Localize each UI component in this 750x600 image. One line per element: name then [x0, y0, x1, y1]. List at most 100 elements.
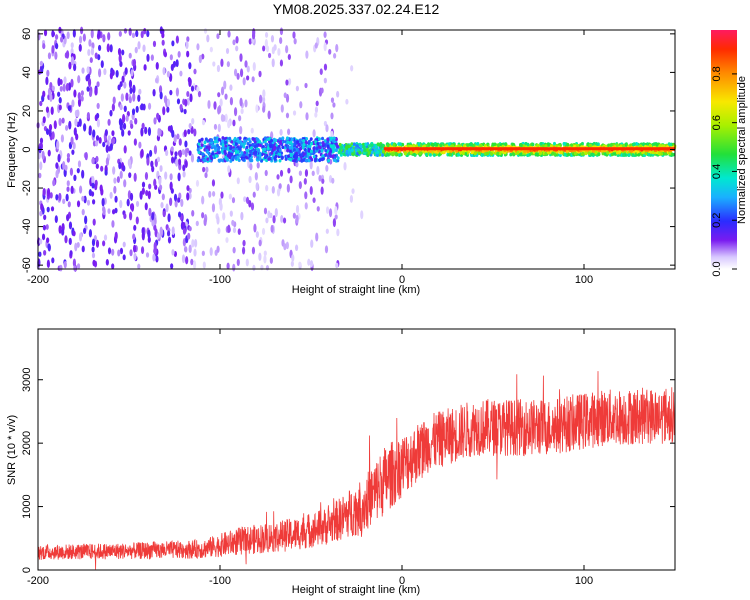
spectrogram-cell — [190, 259, 193, 265]
spectrogram-cell — [318, 158, 321, 162]
spectrogram-cell — [274, 44, 277, 51]
spectrogram-cell — [326, 137, 329, 141]
spectrogram-cell — [304, 191, 307, 199]
spectrogram-cell — [336, 229, 339, 237]
spectrogram-cell — [111, 130, 114, 136]
spectrogram-cell — [345, 145, 348, 149]
spectrogram-cell — [273, 156, 276, 160]
spectrogram-cell — [106, 145, 109, 153]
spectrogram-cell — [92, 260, 95, 266]
spectrogram-cell — [386, 153, 389, 157]
spectrogram-cell — [102, 34, 105, 42]
spectrogram-cell — [87, 200, 90, 206]
spectrogram-cell — [51, 106, 54, 114]
spectrogram-cell — [52, 131, 55, 139]
spectrogram-cell — [296, 215, 299, 224]
spectrogram-cell — [279, 142, 282, 146]
spectrogram-cell — [591, 152, 594, 156]
spectrogram-cell — [251, 143, 254, 147]
spectrogram-cell — [156, 113, 159, 120]
spectrogram-cell — [265, 218, 268, 224]
spectrogram-cell — [67, 180, 70, 186]
spectrogram-cell — [321, 158, 324, 162]
spectrogram-cell — [187, 129, 190, 134]
spectrogram-cell — [253, 224, 256, 233]
spectrogram-cell — [92, 246, 95, 252]
snr-x-label: Height of straight line (km) — [292, 584, 420, 596]
spectrogram-cell — [153, 117, 156, 124]
spectrogram-cell — [89, 90, 92, 97]
spectrogram-cell — [178, 51, 181, 58]
spectrogram-cell — [73, 90, 76, 98]
spectrogram-cell — [43, 225, 46, 231]
spectrogram-cell — [178, 159, 181, 166]
spectrogram-cell — [286, 149, 289, 153]
spectrogram-cell — [479, 144, 482, 148]
spectrogram-cell — [150, 161, 153, 168]
spectrogram-cell — [399, 142, 402, 146]
spectrogram-cell — [204, 28, 207, 34]
spectrogram-cell — [259, 157, 262, 161]
spectrogram-cell — [333, 218, 336, 227]
snr-x-tick-label: 100 — [575, 575, 593, 587]
spectrogram-cell — [320, 68, 323, 75]
spectrogram-cell — [208, 191, 211, 198]
spectrogram-cell — [242, 145, 245, 149]
spectrogram-cell — [136, 217, 139, 225]
spectrogram-cell — [326, 229, 329, 234]
spectrogram-cell — [251, 128, 254, 134]
spectrogram-cell — [134, 173, 137, 182]
spectrogram-cell — [193, 260, 196, 269]
spectrogram-cell — [166, 106, 169, 112]
spectrogram-cell — [118, 48, 121, 56]
spectrogram-cell — [457, 153, 460, 157]
spectrogram-cell — [98, 45, 101, 51]
spectrogram-cell — [148, 127, 151, 136]
spectrogram-cell — [474, 151, 477, 155]
spectrogram-cell — [46, 106, 49, 112]
spectrogram-cell — [130, 193, 133, 201]
spectrogram-cell — [310, 260, 313, 267]
spectrogram-cell — [410, 151, 413, 155]
spectrogram-cell — [122, 165, 125, 172]
spectrogram-cell — [265, 170, 268, 176]
spectrogram-cell — [212, 61, 215, 66]
spectrogram-cell — [449, 153, 452, 157]
spectrogram-cell — [71, 42, 74, 48]
spectrogram-cell — [201, 138, 204, 142]
spectrogram-cell — [66, 194, 69, 202]
spectrogram-cell — [67, 153, 70, 158]
spectrogram-cell — [230, 140, 233, 144]
spectrogram-cell — [52, 86, 55, 91]
spectrogram-cell — [289, 146, 292, 150]
spectrogram-cell — [64, 165, 67, 171]
spectrogram-cell — [471, 151, 474, 155]
figure-title: YM08.2025.337.02.24.E12 — [273, 1, 440, 17]
spectrogram-cell — [431, 143, 434, 147]
spectrogram-cell — [191, 118, 194, 125]
spectrogram-cell — [242, 247, 245, 255]
spectrogram-cell — [368, 151, 371, 155]
spectrogram-cell — [223, 80, 226, 89]
spectrogram-cell — [324, 64, 327, 71]
spectrogram-cell — [214, 140, 217, 144]
spectrogram-cell — [257, 149, 260, 153]
spectrogram-cell — [73, 64, 76, 71]
spectrogram-cell — [340, 145, 343, 149]
spectrogram-cell — [332, 139, 335, 143]
spectrogram-cell — [178, 150, 181, 156]
spectrogram-cell — [68, 201, 71, 207]
spectrogram-cell — [210, 139, 213, 143]
spectrogram-cell — [221, 149, 224, 153]
spectrogram-cell — [374, 148, 377, 152]
spectrogram-cell — [74, 127, 77, 135]
spectrogram-cell — [160, 202, 163, 208]
spectrogram-cell — [566, 143, 569, 147]
spectrogram-cell — [227, 165, 230, 173]
spectrogram-cell — [171, 249, 174, 255]
spectrogram-cell — [345, 99, 348, 105]
spectrogram-cell — [520, 143, 523, 147]
spectrogram-cell — [55, 43, 58, 49]
spectrogram-cell — [148, 191, 151, 200]
spectrogram-cell — [273, 147, 276, 151]
